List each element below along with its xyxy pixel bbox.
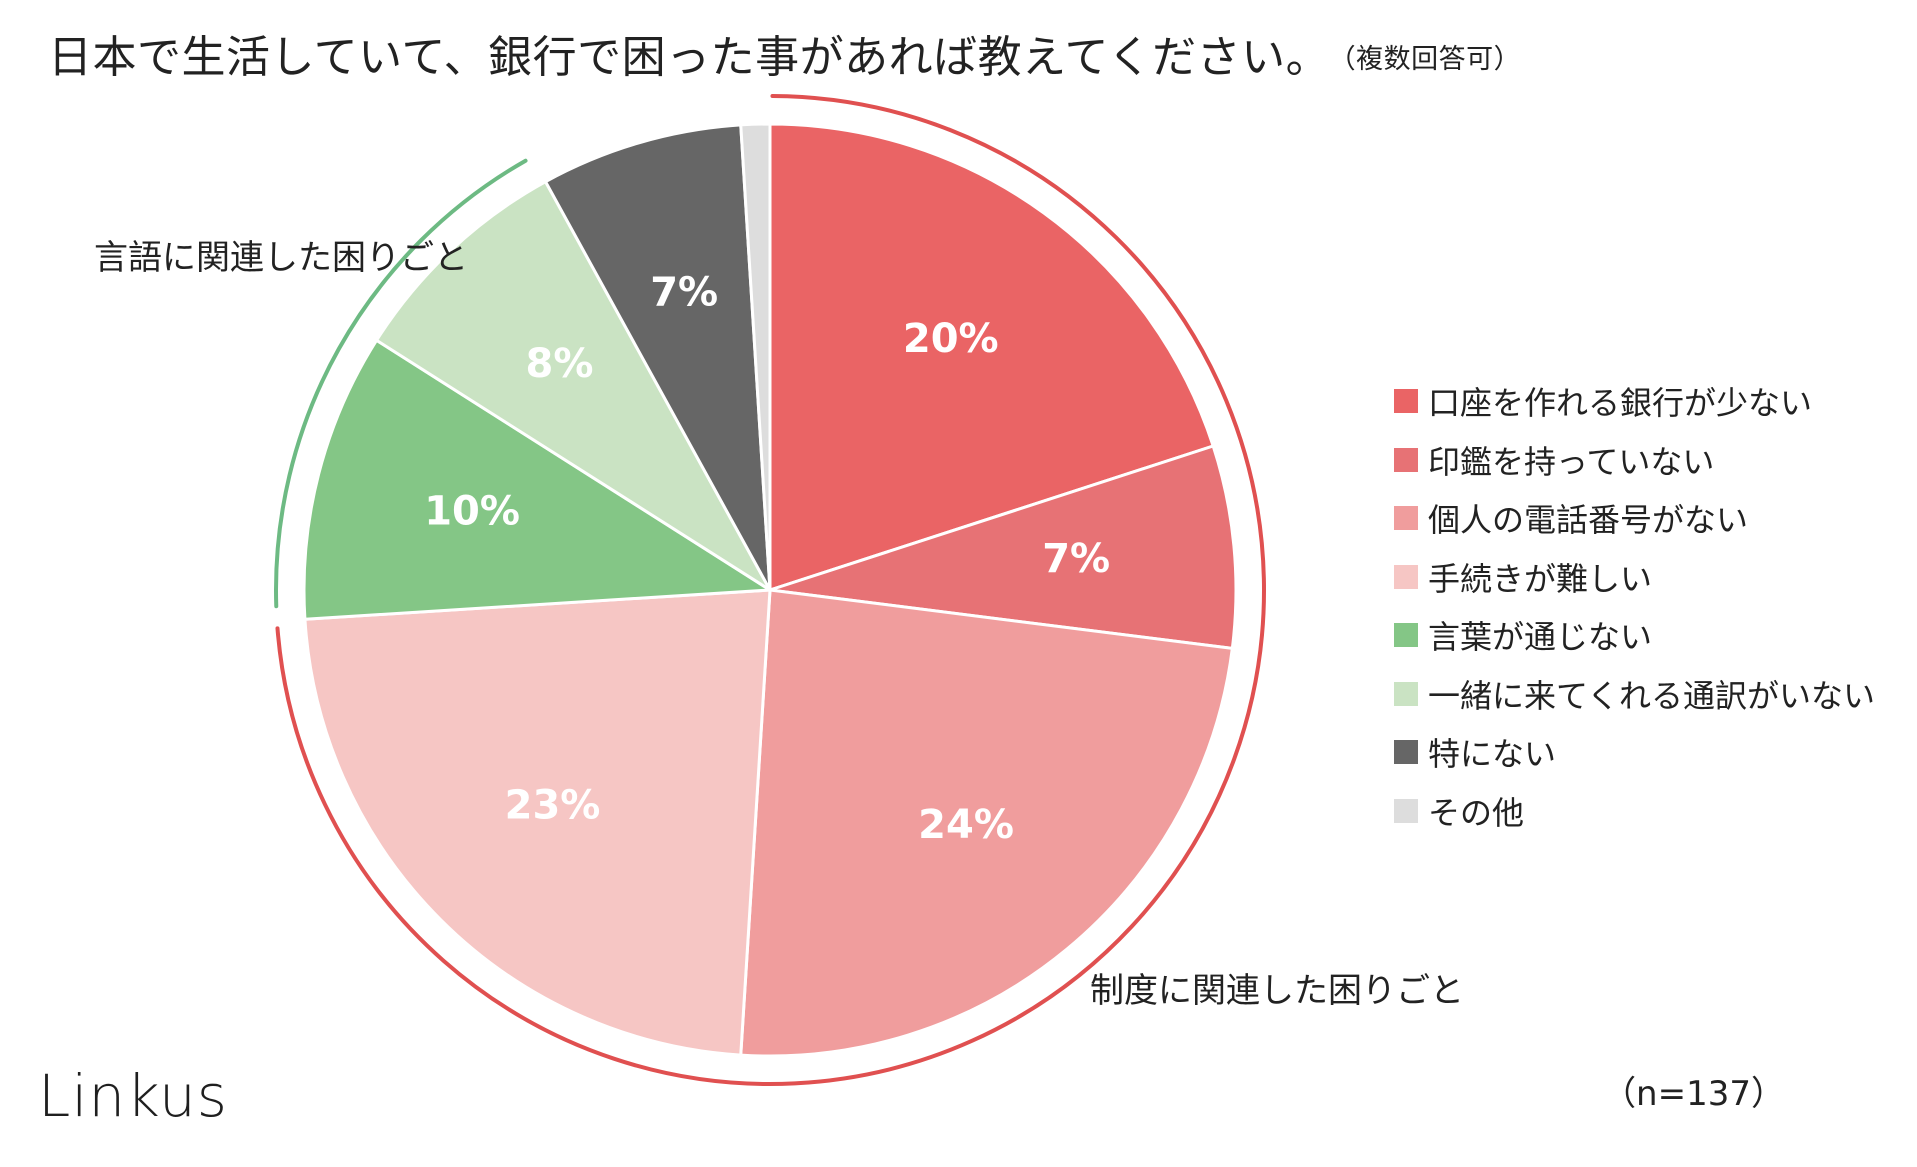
slice-value-label-1: 20% [903,316,999,362]
slice-value-label-5: 10% [424,489,520,535]
system-group-label: 制度に関連した困りごと [1090,971,1464,1011]
linkus-logo: Linkus [38,1062,228,1130]
language-group-bracket [274,158,528,609]
legend-item-4: 手続きが難しい [1394,548,1875,607]
legend-item-3: 個人の電話番号がない [1394,489,1875,548]
pie-slice-8 [739,122,772,591]
group-brackets [274,94,1266,1086]
legend-swatch [1394,740,1418,765]
slice-value-label-2: 7% [1042,536,1110,582]
legend-label: その他 [1428,793,1525,832]
pie-slice-4 [303,588,772,1057]
legend-swatch [1394,506,1418,531]
legend-item-7: 特にない [1394,723,1875,782]
slice-value-label-7: 7% [650,270,718,316]
slice-value-label-3: 24% [918,802,1014,848]
pie-slice-6 [374,179,772,592]
legend-label: 個人の電話番号がない [1428,501,1749,540]
pie-slice-2 [769,444,1238,651]
legend-swatch [1394,681,1418,706]
pie-slice-3 [739,588,1235,1058]
legend-label: 印鑑を持っていない [1428,442,1715,481]
pie-slice-7 [543,123,772,591]
legend-item-1: 口座を作れる銀行が少ない [1394,372,1875,431]
language-group-label: 言語に関連した困りごと [94,238,468,278]
title-text: 日本で生活していて、銀行で困った事があれば教えてください。 [48,32,1331,83]
legend-swatch [1394,447,1418,472]
legend-item-6: 一緒に来てくれる通訳がいない [1394,665,1875,724]
legend-swatch [1394,389,1418,414]
legend-swatch [1394,623,1418,648]
pie-slice-1 [768,122,1216,593]
legend-item-8: その他 [1394,782,1875,841]
sample-size-note: （n=137） [1602,1074,1785,1114]
chart-title: 日本で生活していて、銀行で困った事があれば教えてください。 （複数回答可） [48,28,1521,90]
legend-label: 口座を作れる銀行が少ない [1428,384,1813,423]
chart-legend: 口座を作れる銀行が少ない 印鑑を持っていない 個人の電話番号がない 手続きが難しい 言葉… [1394,372,1875,840]
slice-value-label-4: 23% [505,782,601,828]
slice-value-label-6: 8% [525,341,593,387]
legend-item-5: 言葉が通じない [1394,606,1875,665]
legend-item-2: 印鑑を持っていない [1394,431,1875,490]
legend-swatch [1394,798,1418,823]
legend-label: 一緒に来てくれる通訳がいない [1428,676,1876,715]
legend-label: 手続きが難しい [1428,559,1653,598]
pie-slices [302,122,1238,1058]
legend-label: 言葉が通じない [1428,618,1653,657]
pie-slice-labels: 20% 7% 24% 23% 10% 8% 7% [424,270,1110,848]
legend-label: 特にない [1428,735,1557,774]
chart-subtitle: （複数回答可） [1342,44,1522,75]
legend-swatch [1394,564,1418,589]
pie-slice-5 [302,338,775,621]
system-group-bracket [275,94,1266,1086]
